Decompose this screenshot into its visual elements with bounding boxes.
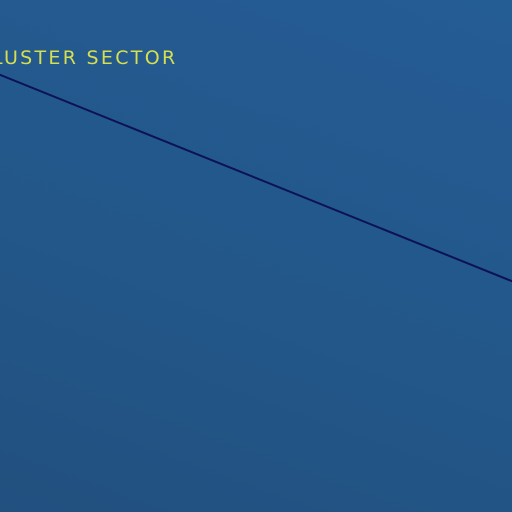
route-line-segment [0,73,512,283]
sector-label: LUSTER SECTOR [0,47,178,69]
